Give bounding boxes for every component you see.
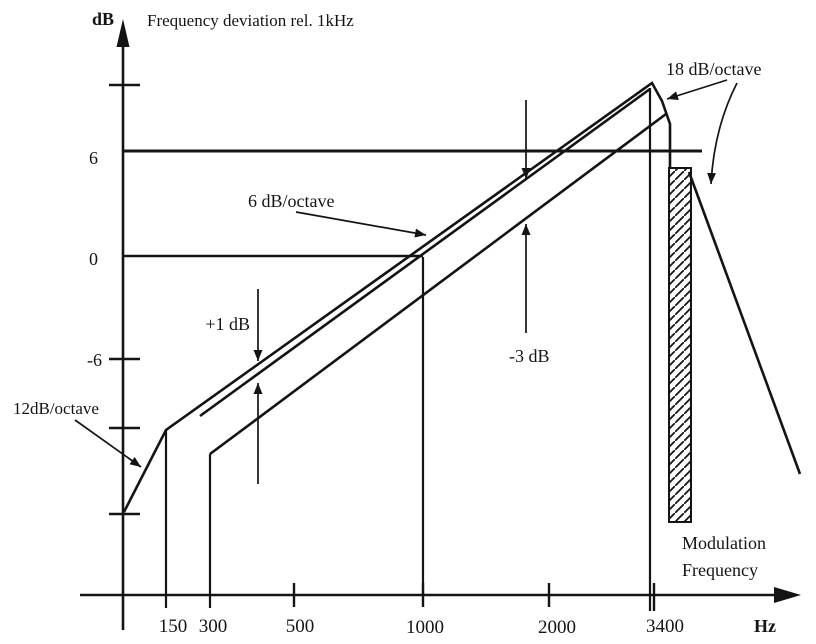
y-tick-label-0: 0 — [89, 249, 98, 269]
x-axis-unit-label: Hz — [754, 616, 776, 636]
x-tick-label-1000: 1000 — [406, 617, 444, 638]
x-axis-arrowhead-icon — [774, 587, 801, 603]
leader-18db-octave-arrow-1 — [666, 79, 728, 100]
upper-limit-line — [122, 81, 672, 513]
x-tick-label-150: 150 — [159, 616, 188, 637]
annotation-plus1db: +1 dB — [205, 314, 250, 334]
y-axis-arrowhead-icon — [116, 19, 130, 47]
x-tick-label-300: 300 — [199, 616, 228, 637]
modulation-frequency-hatched-band — [668, 167, 692, 523]
rolloff-18db-line — [687, 171, 802, 475]
annotation-minus3db: -3 dB — [509, 346, 550, 366]
leader-6db-octave-arrow — [295, 211, 427, 238]
nominal-line — [199, 87, 651, 418]
annotation-18db-octave: 18 dB/octave — [666, 59, 761, 79]
leader-12db-octave-arrow — [74, 419, 142, 468]
x-tick-label-500: 500 — [286, 616, 315, 637]
lower-limit-line — [209, 112, 667, 456]
modulation-frequency-label-line1: Modulation — [682, 533, 766, 553]
modulation-frequency-label-line2: Frequency — [682, 560, 758, 580]
annotation-12db-octave: 12dB/octave — [13, 399, 99, 418]
x-tick-label-2000: 2000 — [538, 617, 576, 638]
annotation-6db-octave: 6 dB/octave — [248, 191, 334, 211]
y-axis-unit-label: dB — [92, 9, 114, 29]
x-tick-label-3400: 3400 — [646, 616, 684, 637]
y-tick-label-minus6: -6 — [87, 350, 102, 370]
y-tick-label-6: 6 — [89, 148, 98, 168]
chart-title: Frequency deviation rel. 1kHz — [147, 11, 354, 30]
leader-18db-octave-arrow-2 — [707, 82, 738, 185]
